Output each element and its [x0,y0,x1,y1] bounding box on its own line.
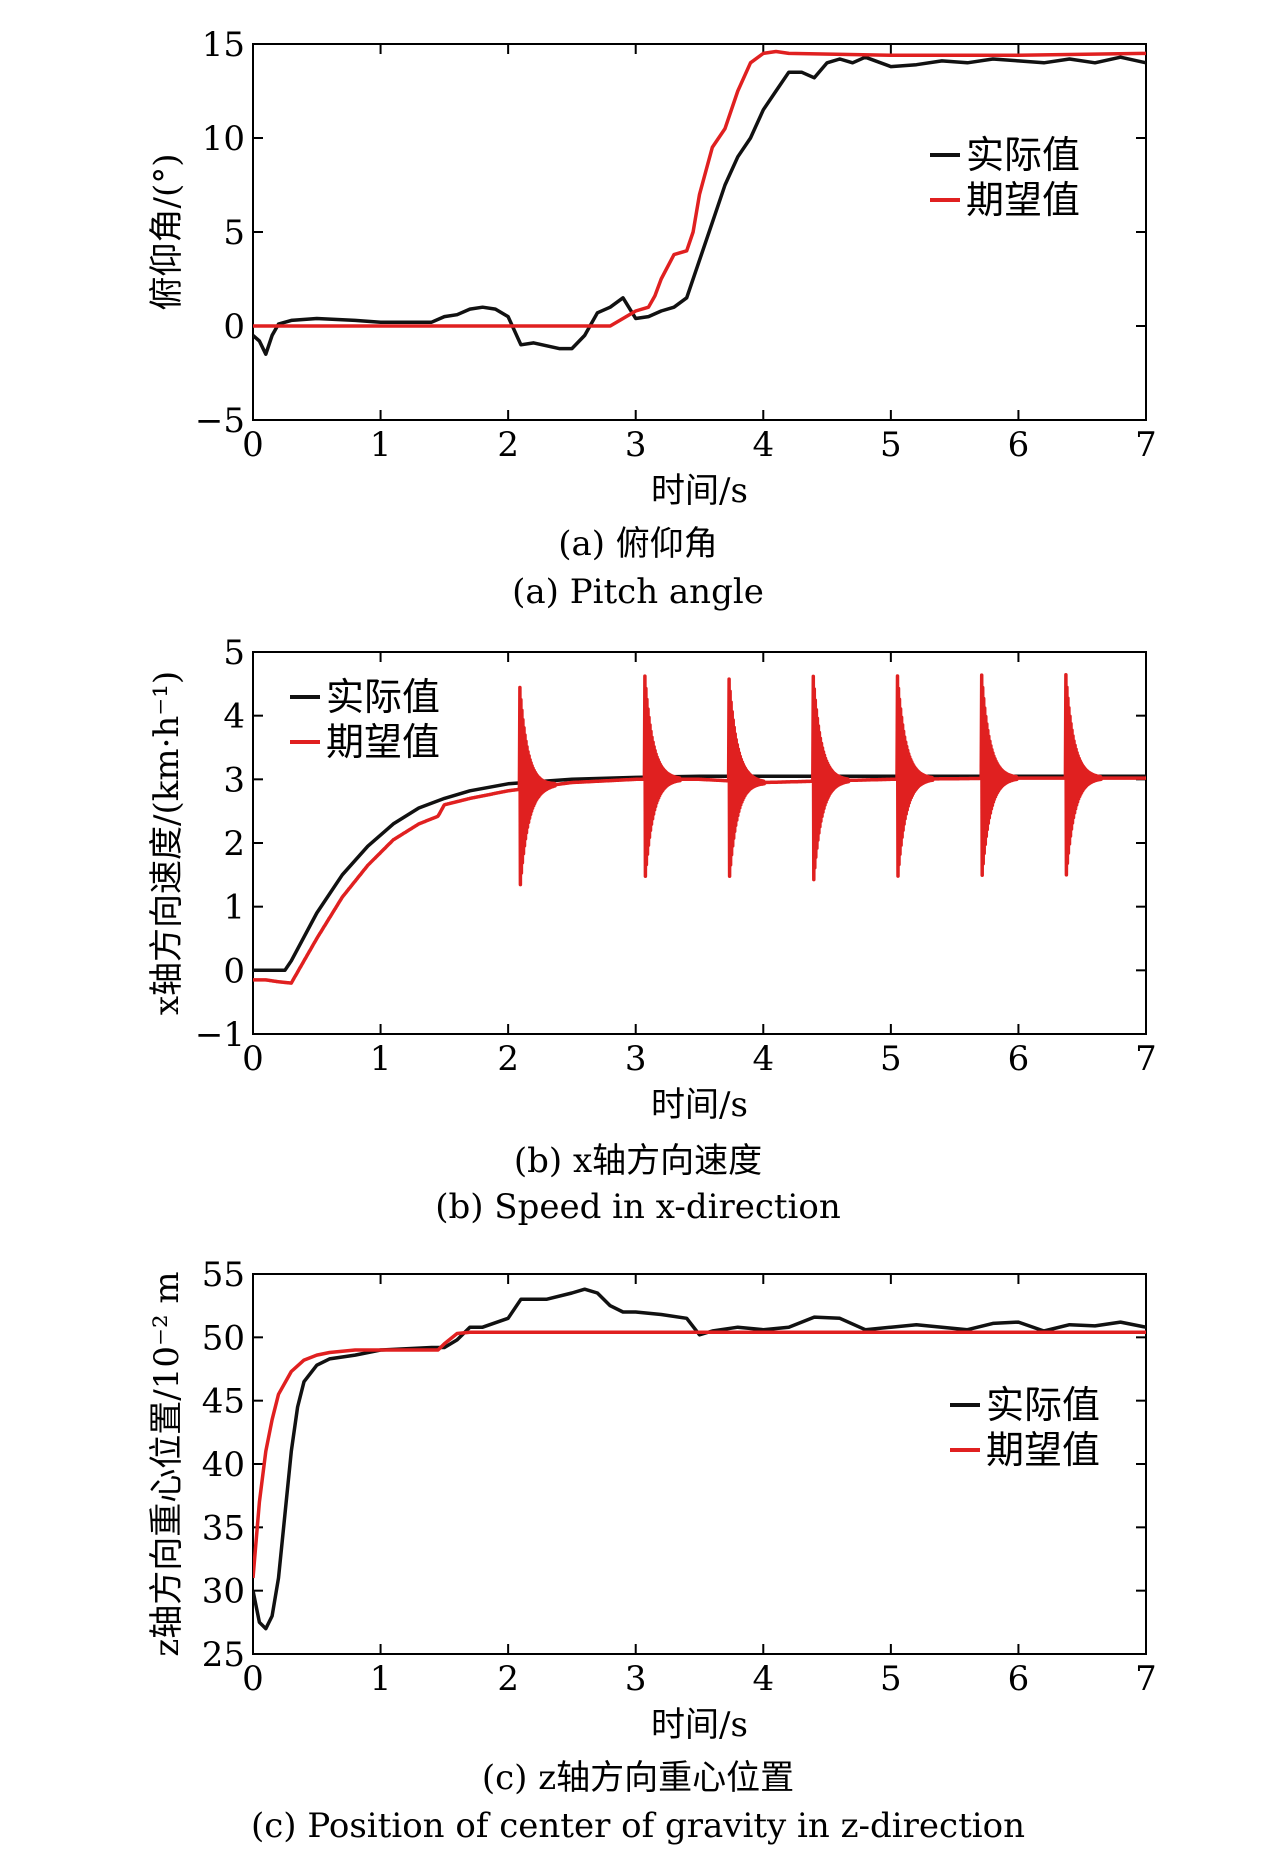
y-tick-label: −1 [195,1015,245,1055]
x-tick-label: 7 [1135,1659,1157,1699]
y-tick-label: 10 [202,119,245,159]
x-tick-label: 0 [242,425,264,465]
y-tick-label: 1 [223,888,245,928]
x-tick-label: 2 [497,1039,519,1079]
y-tick-label: 15 [202,25,245,65]
x-tick-label: 5 [880,1039,902,1079]
y-tick-label: 30 [202,1572,245,1612]
y-tick-label: 5 [223,633,245,673]
y-tick-label: 3 [223,760,245,800]
x-tick-label: 3 [625,1659,647,1699]
x-axis-label: 时间/s [651,1085,748,1125]
x-tick-label: 4 [752,1039,774,1079]
caption-b-en: (b) Speed in x-direction [435,1187,841,1227]
x-axis-label: 时间/s [651,471,748,511]
legend-label-desired: 期望值 [986,1428,1100,1472]
x-tick-label: 6 [1008,1039,1030,1079]
y-tick-label: 4 [223,697,245,737]
caption-c-cn: (c) z轴方向重心位置 [482,1758,794,1798]
x-tick-label: 6 [1008,1659,1030,1699]
y-axis-label: x轴方向速度/(km·h⁻¹) [147,671,187,1015]
x-tick-label: 4 [752,425,774,465]
y-tick-label: 2 [223,824,245,864]
x-tick-label: 4 [752,1659,774,1699]
series-line-desired [253,49,1146,328]
series-group [253,49,1146,356]
y-tick-label: 35 [202,1508,245,1548]
x-axis-label: 时间/s [651,1705,748,1745]
y-tick-label: 0 [223,951,245,991]
x-tick-label: 2 [497,1659,519,1699]
y-axis-label: z轴方向重心位置/10⁻² m [147,1271,187,1656]
x-tick-label: 3 [625,1039,647,1079]
chart-z-center-of-gravity: 0 1 2 3 4 5 6 725303540455055时间/sz轴方向重心位置/10⁻² … [147,1255,1157,1745]
x-tick-label: 0 [242,1039,264,1079]
x-tick-label: 1 [370,425,392,465]
x-tick-label: 6 [1008,425,1030,465]
caption-b-cn: (b) x轴方向速度 [514,1141,762,1181]
series-line-desired [253,673,1146,985]
legend-label-desired: 期望值 [326,720,440,764]
plot-frame [252,43,1147,421]
x-tick-label: 5 [880,425,902,465]
x-tick-label: 0 [242,1659,264,1699]
legend-label-actual: 实际值 [326,675,440,719]
series-line-desired [253,1330,1146,1579]
x-tick-label: 5 [880,1659,902,1699]
series-group [253,673,1146,985]
x-tick-label: 7 [1135,425,1157,465]
x-tick-label: 2 [497,425,519,465]
y-tick-label: 5 [223,213,245,253]
caption-c-en: (c) Position of center of gravity in z-d… [251,1806,1025,1846]
y-tick-label: 0 [223,307,245,347]
caption-a-en: (a) Pitch angle [512,572,764,612]
y-tick-label: 45 [202,1382,245,1422]
y-tick-label: 55 [202,1255,245,1295]
series-line-actual [253,774,1146,973]
x-tick-label: 3 [625,425,647,465]
y-tick-label: −5 [195,401,245,441]
series-group [253,1287,1146,1631]
caption-a-cn: (a) 俯仰角 [558,524,718,564]
y-tick-label: 25 [202,1635,245,1675]
y-tick-label: 40 [202,1445,245,1485]
x-tick-label: 1 [370,1039,392,1079]
legend-label-desired: 期望值 [966,178,1080,222]
x-tick-label: 7 [1135,1039,1157,1079]
x-tick-label: 1 [370,1659,392,1699]
y-axis-label: 俯仰角/(°) [147,154,187,311]
legend-label-actual: 实际值 [986,1383,1100,1427]
y-tick-label: 50 [202,1318,245,1358]
series-line-actual [253,1287,1146,1631]
series-line-actual [253,55,1146,356]
legend-label-actual: 实际值 [966,133,1080,177]
